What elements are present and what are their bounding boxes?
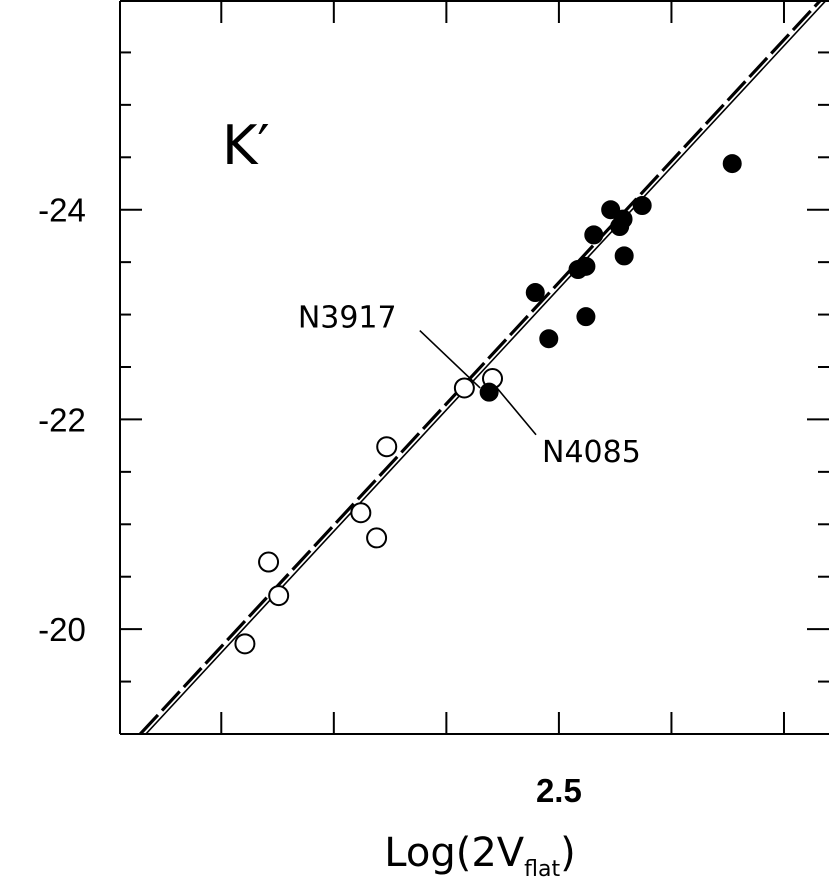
x-axis-title-main: Log(2V: [384, 830, 525, 876]
open-data-point: [258, 551, 280, 573]
axis-ticks: [120, 1, 829, 734]
annotation-n3917: N3917: [298, 301, 397, 336]
annotation-n4085: N4085: [542, 435, 641, 470]
filled-data-point: [525, 283, 545, 303]
y-tick-label: -20: [38, 611, 86, 648]
fit-lines: [139, 0, 828, 734]
open-data-point: [268, 585, 290, 607]
panel-label: K′: [222, 114, 270, 177]
open-data-point: [366, 527, 388, 549]
open-data-point: [234, 633, 256, 655]
filled-data-point: [576, 307, 596, 327]
filled-data-point: [584, 225, 604, 245]
x-axis-title: Log(2Vflat): [384, 830, 575, 882]
annotation-leaders: [419, 329, 537, 436]
filled-data-point: [614, 246, 634, 266]
filled-data-point: [613, 209, 633, 229]
fit-line-solid: [145, 0, 828, 734]
annotation-leader-n4085: [496, 387, 537, 436]
fit-line-dashed: [139, 0, 823, 734]
filled-data-point: [632, 196, 652, 216]
x-tick-label: 2.5: [536, 772, 582, 809]
filled-data-point: [722, 154, 742, 174]
text-labels: K′ Log(2Vflat) -20 -22 -24 2.5 N3917 N4085: [38, 114, 641, 882]
filled-data-point: [539, 329, 559, 349]
data-points: [234, 154, 742, 655]
y-tick-label: -22: [38, 401, 86, 438]
y-tick-label: -24: [38, 192, 86, 229]
x-axis-title-close: ): [560, 830, 576, 876]
open-data-point: [376, 436, 398, 458]
filled-data-point: [479, 382, 499, 402]
filled-data-point: [576, 256, 596, 276]
open-data-point: [453, 377, 475, 399]
open-data-point: [350, 502, 372, 524]
x-axis-title-subscript: flat: [524, 857, 560, 882]
annotation-leader-n3917: [419, 329, 481, 389]
